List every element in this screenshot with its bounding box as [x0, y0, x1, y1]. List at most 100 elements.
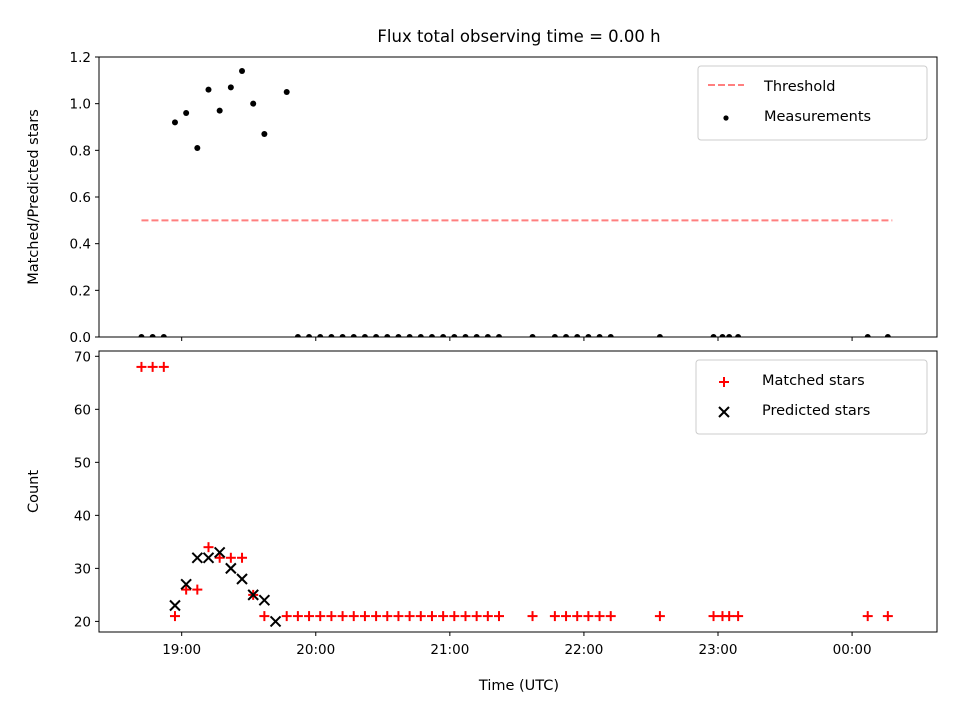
measurement-point — [183, 110, 190, 116]
matched-stars-point — [654, 611, 665, 622]
matched-stars-point — [371, 611, 382, 622]
measurement-point — [373, 334, 380, 337]
matched-stars-point — [482, 611, 493, 622]
measurement-point — [710, 334, 717, 337]
matched-stars-point — [214, 552, 225, 563]
matched-stars-point — [404, 611, 415, 622]
measurement-point — [596, 334, 603, 337]
measurement-point — [294, 334, 301, 337]
x-tick-label: 23:00 — [699, 642, 738, 658]
matched-stars-point — [733, 611, 744, 622]
measurement-point — [496, 334, 503, 337]
y-tick-label: 0.8 — [70, 143, 91, 159]
legend-label: Matched stars — [762, 373, 865, 389]
legend: Matched stars Predicted stars — [695, 359, 928, 435]
measurement-point — [361, 334, 368, 337]
measurement-point — [735, 334, 742, 337]
matched-stars-point — [561, 611, 572, 622]
matched-stars-point — [393, 611, 404, 622]
measurement-point — [563, 334, 570, 337]
x-axis-label: Time (UTC) — [478, 678, 559, 694]
measurement-point — [149, 334, 156, 337]
y-tick-label: 0.2 — [70, 283, 91, 299]
legend-label: Predicted stars — [762, 403, 870, 419]
matched-stars-point — [415, 611, 426, 622]
matched-stars-point — [724, 611, 735, 622]
measurement-point — [138, 334, 145, 337]
matched-stars-point — [572, 611, 583, 622]
matched-stars-point — [225, 552, 236, 563]
matched-stars-point — [438, 611, 449, 622]
matched-stars-point — [147, 361, 158, 372]
y-tick-label: 20 — [74, 614, 91, 630]
measurement-point — [529, 334, 536, 337]
matched-stars-point — [315, 611, 326, 622]
measurement-point — [726, 334, 733, 337]
predicted-stars-point — [269, 615, 282, 628]
measurement-point — [484, 334, 491, 337]
measurement-point — [451, 334, 458, 337]
matched-stars-point — [449, 611, 460, 622]
y-tick-label: 60 — [74, 402, 91, 418]
predicted-stars-point — [225, 562, 237, 575]
legend-matched-swatch — [719, 377, 729, 387]
matched-stars-point — [326, 611, 337, 622]
y-tick-label: 0.0 — [70, 330, 91, 346]
predicted-stars-point — [247, 589, 259, 601]
measurement-point — [406, 334, 413, 337]
measurement-point — [350, 334, 357, 337]
panel-count: 20 30 40 50 60 70 19:00 20:00 21:00 22:00 23:00 00:… — [26, 349, 938, 658]
measurement-point — [607, 334, 614, 337]
legend-label: Threshold — [763, 79, 835, 95]
y-tick-label: 70 — [74, 349, 91, 365]
predicted-stars-point — [180, 578, 192, 590]
x-tick-label: 21:00 — [430, 642, 469, 658]
measurement-point — [283, 89, 290, 95]
matched-stars-point — [460, 611, 471, 622]
x-tick-label: 00:00 — [833, 642, 872, 658]
x-tick-label: 19:00 — [162, 642, 201, 658]
measurement-point — [216, 107, 223, 114]
measurement-point — [585, 334, 592, 337]
measurement-point — [473, 334, 480, 337]
measurement-point — [395, 334, 402, 337]
predicted-stars-point — [169, 599, 181, 612]
matched-stars-point — [348, 611, 359, 622]
matched-stars-point — [169, 611, 180, 622]
measurement-point — [328, 334, 335, 337]
matched-stars-point — [192, 584, 203, 595]
legend-measurements-swatch — [723, 115, 729, 121]
measurement-point — [227, 84, 234, 91]
measurement-point — [384, 334, 391, 337]
legend-predicted-swatch — [718, 406, 730, 418]
predicted-stars-point — [213, 546, 226, 559]
matched-stars-point — [471, 611, 482, 622]
matched-stars-point — [158, 361, 169, 372]
y-tick-label: 1.2 — [70, 50, 91, 66]
matched-stars-point — [359, 611, 370, 622]
matched-stars-point — [181, 584, 192, 595]
matched-stars-point — [862, 611, 873, 622]
matched-stars-point — [583, 611, 594, 622]
measurement-point — [205, 86, 212, 93]
chart-title: Flux total observing time = 0.00 h — [377, 27, 660, 46]
matched-stars-point — [292, 611, 303, 622]
y-tick-label: 0.4 — [70, 237, 91, 253]
matched-stars-point — [494, 611, 505, 622]
matched-stars-point — [304, 611, 315, 622]
matched-stars-point — [426, 611, 437, 622]
measurement-point — [719, 334, 726, 337]
measurement-point — [250, 100, 257, 107]
matched-stars-point — [594, 611, 605, 622]
measurement-point — [551, 334, 558, 337]
predicted-stars-point — [191, 552, 204, 564]
y-axis-label: Count — [26, 470, 42, 513]
matched-stars-point — [281, 611, 292, 622]
measurement-point — [239, 68, 246, 74]
matched-stars-point — [708, 611, 719, 622]
legend-label: Measurements — [764, 109, 871, 125]
measurement-point — [462, 334, 469, 337]
measurement-point — [440, 334, 447, 337]
measurement-point — [306, 334, 313, 337]
